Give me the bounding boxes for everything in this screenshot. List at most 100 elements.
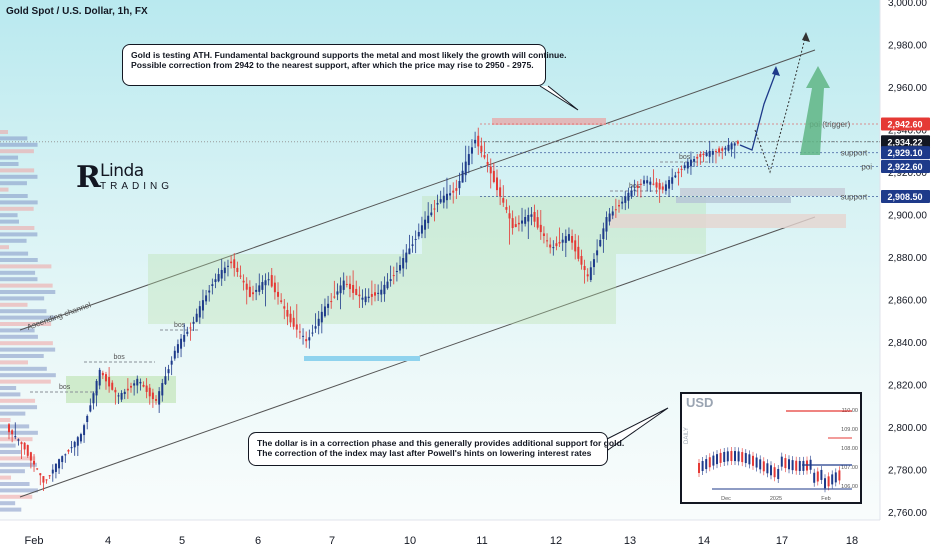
inset-candle-body xyxy=(708,457,711,468)
candle-body xyxy=(652,183,655,185)
candle-body xyxy=(402,258,405,269)
candle-body xyxy=(104,374,107,382)
x-tick-label: 6 xyxy=(255,535,261,547)
candle-body xyxy=(239,275,242,277)
candle-body xyxy=(217,274,220,282)
inset-candle-body xyxy=(712,455,715,466)
price-axis-bg xyxy=(880,0,932,550)
candle-body xyxy=(167,369,170,374)
candle-body xyxy=(621,201,624,204)
volume-profile-bar xyxy=(0,155,19,160)
candle-body xyxy=(630,190,633,197)
inset-candle-body xyxy=(766,463,769,474)
candle-body xyxy=(248,286,251,297)
inset-candle-body xyxy=(788,459,790,470)
y-tick-label: 2,880.00 xyxy=(888,253,927,264)
candle-body xyxy=(655,182,658,188)
candle-body xyxy=(33,460,36,465)
volume-profile-bar xyxy=(0,187,9,192)
price-tag xyxy=(881,159,930,173)
candle-body xyxy=(317,318,320,326)
x-tick-label: 10 xyxy=(404,535,416,547)
candle-body xyxy=(201,300,204,311)
candle-body xyxy=(230,261,233,264)
candle-body xyxy=(211,284,214,286)
inset-candle-body xyxy=(773,467,776,478)
candle-body xyxy=(323,306,326,317)
candle-body xyxy=(311,332,314,334)
candle-body xyxy=(54,463,57,472)
x-tick-label: 13 xyxy=(624,535,636,547)
ath-zone xyxy=(492,118,606,125)
price-tag xyxy=(881,117,930,131)
candle-body xyxy=(245,283,248,290)
candle-body xyxy=(83,425,86,436)
inset-candle-body xyxy=(831,474,834,485)
bos-label: bos xyxy=(679,154,691,161)
candle-body xyxy=(514,224,517,228)
volume-profile-bar xyxy=(0,302,28,307)
candle-body xyxy=(242,280,245,283)
candle-body xyxy=(195,313,198,322)
candle-body xyxy=(61,456,64,463)
candle-body xyxy=(589,267,592,280)
candle-body xyxy=(283,306,286,309)
candle-body xyxy=(192,321,195,324)
volume-profile-bar xyxy=(0,162,19,166)
candle-body xyxy=(546,240,549,242)
candle-body xyxy=(36,468,39,470)
candle-body xyxy=(424,219,427,230)
volume-profile-bar xyxy=(0,245,10,250)
volume-profile-bar xyxy=(0,405,38,410)
candle-body xyxy=(20,442,23,445)
candle-body xyxy=(502,198,505,203)
inset-candle-body xyxy=(737,451,740,462)
inset-candle-body xyxy=(705,459,708,470)
candle-body xyxy=(614,209,617,211)
candle-body xyxy=(433,208,436,210)
volume-profile-bar xyxy=(0,443,16,448)
candle-body xyxy=(327,303,330,308)
candle-body xyxy=(23,442,26,450)
candle-body xyxy=(661,186,664,190)
candle-body xyxy=(730,143,733,150)
candle-body xyxy=(117,395,120,397)
candle-body xyxy=(123,391,126,395)
candle-body xyxy=(483,155,486,158)
inset-tick-bottom: Dec xyxy=(721,496,731,502)
poi-zone xyxy=(610,214,846,228)
volume-profile-bar xyxy=(0,411,26,416)
inset-tick-right: 106.00 xyxy=(841,484,858,490)
candle-body xyxy=(130,385,132,388)
candle-body xyxy=(180,338,183,349)
inset-candle-body xyxy=(784,458,787,469)
candle-body xyxy=(639,183,642,185)
candle-body xyxy=(611,211,614,216)
candle-body xyxy=(414,238,417,240)
projection-arrowhead xyxy=(802,32,810,42)
candle-body xyxy=(420,225,423,234)
candle-body xyxy=(292,317,295,327)
price-tag-label: 2,934.22 xyxy=(887,137,922,147)
y-tick-label: 2,780.00 xyxy=(888,466,927,477)
volume-profile-bar xyxy=(0,232,38,237)
level-label: support xyxy=(841,149,868,158)
candle-body xyxy=(689,159,692,167)
volume-profile-bar xyxy=(0,219,19,224)
candle-body xyxy=(455,188,458,191)
candle-body xyxy=(361,297,364,300)
volume-profile-bar xyxy=(0,181,27,186)
volume-profile-bar xyxy=(0,392,21,397)
volume-profile-bar xyxy=(0,450,21,454)
candle-body xyxy=(70,447,73,449)
usd-inset-title: USD xyxy=(686,395,714,410)
volume-profile-bar xyxy=(0,226,35,230)
candle-body xyxy=(508,213,511,219)
candle-body xyxy=(8,424,10,433)
inset-candle-body xyxy=(762,461,765,472)
x-tick-label: 18 xyxy=(846,535,858,547)
candle-body xyxy=(220,270,223,279)
inset-candle-body xyxy=(820,469,823,480)
